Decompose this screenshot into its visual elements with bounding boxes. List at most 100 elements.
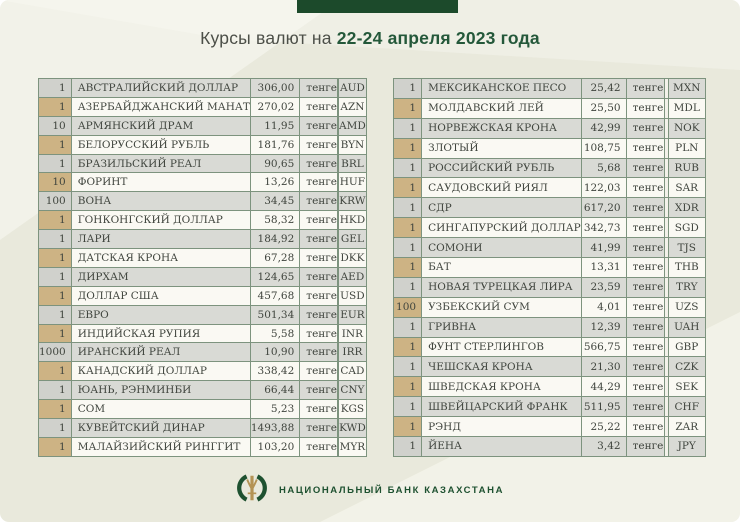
table-row: 1 ЛАРИ 184,92 тенге GEL [38, 229, 367, 250]
currency-name-cell: ГОНКОНГСКИЙ ДОЛЛАР [70, 210, 251, 231]
national-bank-emblem-icon [236, 472, 268, 509]
table-row: 1 СДР 617,20 тенге XDR [392, 197, 707, 219]
rate-cell: 13,31 [580, 257, 627, 278]
footer: НАЦИОНАЛЬНЫЙ БАНК КАЗАХСТАНА [0, 472, 740, 509]
unit-cell: тенге [299, 380, 339, 401]
column-spacer [337, 285, 340, 306]
unit-cell: тенге [299, 399, 339, 420]
unit-cell: тенге [625, 276, 666, 298]
table-row: 1 ГОНКОНГСКИЙ ДОЛЛАР 58,32 тенге HKD [38, 210, 367, 231]
rate-cell: 511,95 [580, 396, 627, 418]
table-row: 1 СОМОНИ 41,99 тенге TJS [392, 237, 707, 259]
unit-cell: тенге [299, 96, 339, 117]
currency-name-cell: ИРАНСКИЙ РЕАЛ [70, 342, 251, 363]
quantity-cell: 1 [38, 210, 72, 231]
rate-cell: 90,65 [249, 153, 301, 174]
quantity-cell: 10 [38, 115, 72, 136]
rate-cell: 41,99 [580, 237, 627, 259]
table-row: 1 ШВЕДСКАЯ КРОНА 44,29 тенге SEK [392, 376, 707, 398]
currency-name-cell: ВОНА [70, 191, 251, 212]
unit-cell: тенге [299, 172, 339, 193]
table-row: 1 ИНДИЙСКАЯ РУПИЯ 5,58 тенге INR [38, 323, 367, 344]
currency-name-cell: СОМОНИ [421, 237, 582, 259]
quantity-cell: 10 [38, 172, 72, 193]
quantity-cell: 1 [38, 436, 72, 457]
currency-name-cell: УЗБЕКСКИЙ СУМ [421, 296, 582, 318]
unit-cell: тенге [625, 197, 666, 219]
currency-code-cell: MYR [338, 436, 367, 457]
currency-name-cell: ЧЕШСКАЯ КРОНА [421, 356, 582, 378]
table-row: 1000 ИРАНСКИЙ РЕАЛ 10,90 тенге IRR [38, 342, 367, 363]
column-spacer [664, 436, 669, 457]
currency-name-cell: ЮАНЬ, РЭНМИНБИ [70, 380, 251, 401]
quantity-cell: 1 [38, 285, 72, 306]
rate-cell: 23,59 [580, 276, 627, 298]
rate-cell: 58,32 [249, 210, 301, 231]
currency-code-cell: MXN [667, 78, 707, 99]
quantity-cell: 100 [392, 296, 423, 318]
currency-name-cell: РЭНД [421, 416, 582, 438]
currency-name-cell: ИНДИЙСКАЯ РУПИЯ [70, 323, 251, 344]
rate-cell: 5,58 [249, 323, 301, 344]
currency-code-cell: HUF [338, 172, 367, 193]
currency-code-cell: EUR [338, 304, 367, 325]
table-row: 1 СИНГАПУРСКИЙ ДОЛЛАР 342,73 тенге SGD [392, 217, 707, 239]
table-row: 1 МАЛАЙЗИЙСКИЙ РИНГГИТ 103,20 тенге MYR [38, 436, 367, 457]
currency-code-cell: INR [338, 323, 367, 344]
currency-code-cell: RUB [667, 157, 707, 179]
unit-cell: тенге [625, 396, 666, 418]
currency-code-cell: IRR [338, 342, 367, 363]
rate-cell: 25,42 [580, 78, 627, 99]
unit-cell: тенге [625, 257, 666, 278]
rate-cell: 25,22 [580, 416, 627, 438]
unit-cell: тенге [299, 134, 339, 155]
currency-name-cell: КУВЕЙТСКИЙ ДИНАР [70, 418, 251, 438]
table-row: 1 ШВЕЙЦАРСКИЙ ФРАНК 511,95 тенге CHF [392, 396, 707, 418]
table-row: 100 УЗБЕКСКИЙ СУМ 4,01 тенге UZS [392, 296, 707, 318]
currency-name-cell: БАТ [421, 257, 582, 278]
table-row: 1 РОССИЙСКИЙ РУБЛЬ 5,68 тенге RUB [392, 157, 707, 179]
currency-code-cell: DKK [338, 248, 367, 268]
currency-name-cell: ЗЛОТЫЙ [421, 137, 582, 159]
quantity-cell: 1 [38, 323, 72, 344]
unit-cell: тенге [299, 248, 339, 268]
unit-cell: тенге [625, 237, 666, 259]
rate-cell: 13,26 [249, 172, 301, 193]
unit-cell: тенге [625, 316, 666, 338]
quantity-cell: 1 [392, 117, 423, 139]
currency-code-cell: BYN [338, 134, 367, 155]
currency-name-cell: НОРВЕЖСКАЯ КРОНА [421, 117, 582, 139]
currency-code-cell: UAH [667, 316, 707, 338]
rate-cell: 3,42 [580, 436, 627, 457]
currency-name-cell: САУДОВСКИЙ РИЯЛ [421, 177, 582, 199]
unit-cell: тенге [299, 304, 339, 325]
unit-cell: тенге [625, 436, 666, 457]
currency-code-cell: AUD [338, 78, 367, 98]
quantity-cell: 1 [392, 316, 423, 338]
unit-cell: тенге [625, 416, 666, 438]
table-row: 1 КАНАДСКИЙ ДОЛЛАР 338,42 тенге CAD [38, 361, 367, 382]
currency-code-cell: USD [338, 285, 367, 306]
currency-name-cell: ШВЕДСКАЯ КРОНА [421, 376, 582, 398]
unit-cell: тенге [625, 157, 666, 179]
rate-cell: 338,42 [249, 361, 301, 382]
table-row: 1 НОРВЕЖСКАЯ КРОНА 42,99 тенге NOK [392, 117, 707, 139]
unit-cell: тенге [625, 78, 666, 99]
unit-cell: тенге [299, 191, 339, 212]
column-spacer [337, 361, 340, 382]
table-row: 1 БАТ 13,31 тенге THB [392, 257, 707, 278]
currency-name-cell: АВСТРАЛИЙСКИЙ ДОЛЛАР [70, 78, 251, 98]
currency-code-cell: GBP [667, 336, 707, 358]
unit-cell: тенге [625, 217, 666, 239]
table-row: 1 САУДОВСКИЙ РИЯЛ 122,03 тенге SAR [392, 177, 707, 199]
unit-cell: тенге [299, 78, 339, 98]
currency-name-cell: КАНАДСКИЙ ДОЛЛАР [70, 361, 251, 382]
quantity-cell: 1 [392, 376, 423, 398]
quantity-cell: 1 [392, 197, 423, 219]
quantity-cell: 1 [392, 137, 423, 159]
quantity-cell: 1 [392, 257, 423, 278]
table-row: 1 ЕВРО 501,34 тенге EUR [38, 304, 367, 325]
rate-cell: 12,39 [580, 316, 627, 338]
rate-cell: 108,75 [580, 137, 627, 159]
